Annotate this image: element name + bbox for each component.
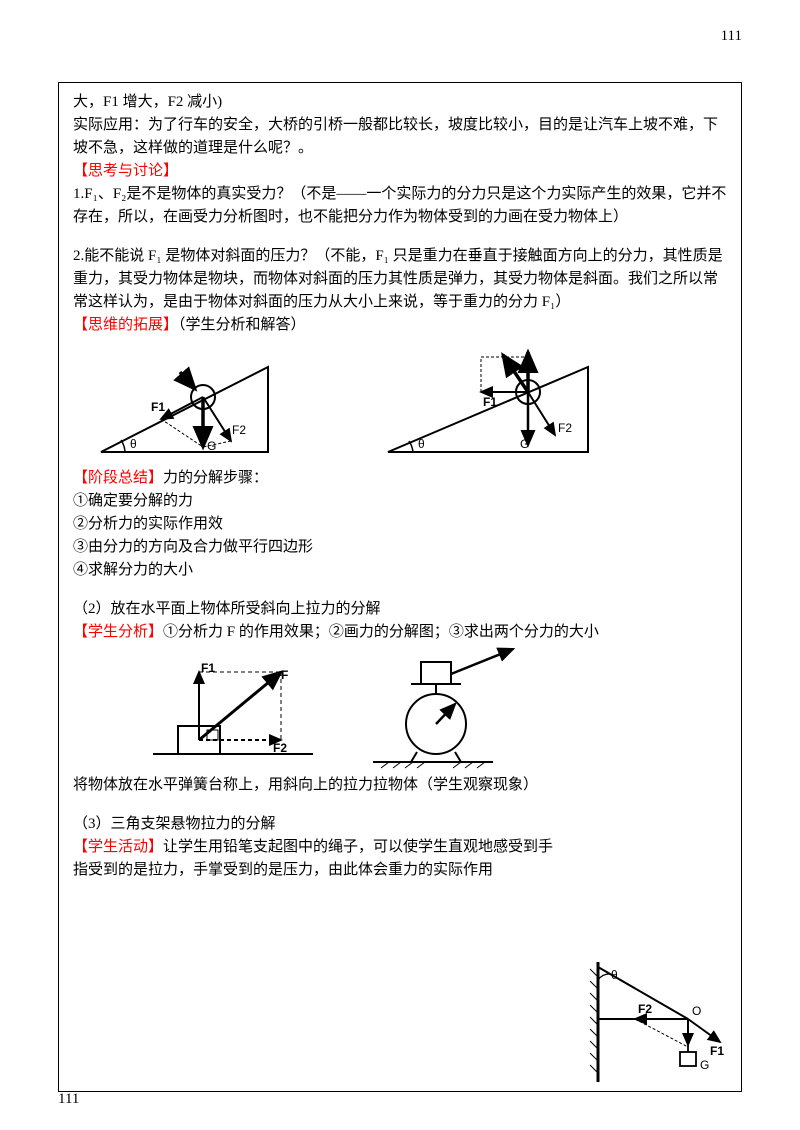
- heading-extension: 【思维的拓展】（学生分析和解答）: [73, 314, 727, 337]
- para-application: 实际应用：为了行车的安全，大桥的引桥一般都比较长，坡度比较小，目的是让汽车上坡不…: [73, 114, 727, 160]
- para-q2: 2.能不能说 F₁ 是物体对斜面的压力？（不能，F₁ 只是重力在垂直于接触面方向…: [73, 245, 727, 314]
- heading-summary: 【阶段总结】力的分解步骤：: [73, 467, 727, 490]
- f1-label-2: F1: [483, 395, 497, 409]
- f-label: F: [281, 668, 288, 682]
- heading-student-analysis: 【学生分析】①分析力 F 的作用效果；②画力的分解图；③求出两个分力的大小: [73, 621, 727, 644]
- step-4: ④求解分力的大小: [73, 559, 727, 582]
- para-q1: 1.F₁、F₂是不是物体的真实受力？（不是——一个实际力的分力只是这个力实际产生…: [73, 183, 727, 229]
- f2-label-h: F2: [273, 741, 287, 755]
- f1-label-h: F1: [201, 661, 215, 675]
- o-label: O: [692, 1004, 701, 1018]
- step-3: ③由分力的方向及合力做平行四边形: [73, 536, 727, 559]
- diagram-row-horizontal: F F1 F2: [73, 644, 727, 774]
- heading-student-analysis-rest: ①分析力 F 的作用效果；②画力的分解图；③求出两个分力的大小: [163, 624, 599, 640]
- section-2-title: （2）放在水平面上物体所受斜向上拉力的分解: [73, 598, 727, 621]
- heading-summary-rest: 力的分解步骤：: [163, 470, 268, 486]
- diagram-row-inclines: θ G F1 F2: [73, 337, 727, 467]
- f1-label-b: F1: [710, 1044, 724, 1058]
- f2-label-2: F2: [558, 421, 572, 435]
- f2-label-1: F2: [232, 423, 246, 437]
- f1-label-1: F1: [151, 400, 165, 414]
- heading-extension-bracket: 【思维的拓展】: [73, 317, 178, 333]
- heading-extension-rest: （学生分析和解答）: [178, 317, 306, 333]
- g-label-b: G: [700, 1058, 709, 1072]
- diagram-bracket: θ O F2 F1 G: [580, 957, 735, 1087]
- diagram-incline-2: θ G F1 F2: [373, 337, 603, 467]
- theta-label-b: θ: [611, 968, 618, 982]
- page-number-bottom: 111: [58, 1091, 79, 1108]
- g-label-1: G: [207, 439, 216, 453]
- f2-label-b: F2: [638, 1002, 652, 1016]
- heading-student-activity: 【学生活动】让学生用铅笔支起图中的绳子，可以使学生直观地感受到手指受到的是拉力，…: [73, 836, 727, 882]
- para-spring: 将物体放在水平弹簧台称上，用斜向上的拉力拉物体（学生观察现象）: [73, 774, 727, 797]
- step-1: ①确定要分解的力: [73, 490, 727, 513]
- page-number-top: 111: [721, 28, 742, 45]
- content-box: 大，F1 增大，F2 减小) 实际应用：为了行车的安全，大桥的引桥一般都比较长，…: [58, 82, 742, 1092]
- diagram-spring-scale: [363, 644, 533, 774]
- heading-summary-bracket: 【阶段总结】: [73, 470, 163, 486]
- step-2: ②分析力的实际作用效: [73, 513, 727, 536]
- heading-student-analysis-bracket: 【学生分析】: [73, 624, 163, 640]
- heading-student-activity-bracket: 【学生活动】: [73, 839, 163, 855]
- section-3-title: （3）三角支架悬物拉力的分解: [73, 813, 727, 836]
- heading-discussion: 【思考与讨论】: [73, 160, 727, 183]
- para-continuation: 大，F1 增大，F2 减小): [73, 91, 727, 114]
- theta-label-1: θ: [130, 437, 137, 451]
- diagram-incline-1: θ G F1 F2: [83, 337, 283, 467]
- g-label-2: G: [520, 437, 529, 451]
- diagram-horizontal-pull: F F1 F2: [143, 644, 323, 774]
- theta-label-2: θ: [418, 437, 425, 451]
- page: 111 大，F1 增大，F2 减小) 实际应用：为了行车的安全，大桥的引桥一般都…: [0, 0, 800, 1130]
